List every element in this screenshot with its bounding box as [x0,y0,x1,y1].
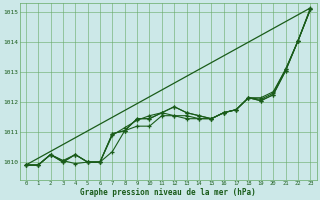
X-axis label: Graphe pression niveau de la mer (hPa): Graphe pression niveau de la mer (hPa) [80,188,256,197]
